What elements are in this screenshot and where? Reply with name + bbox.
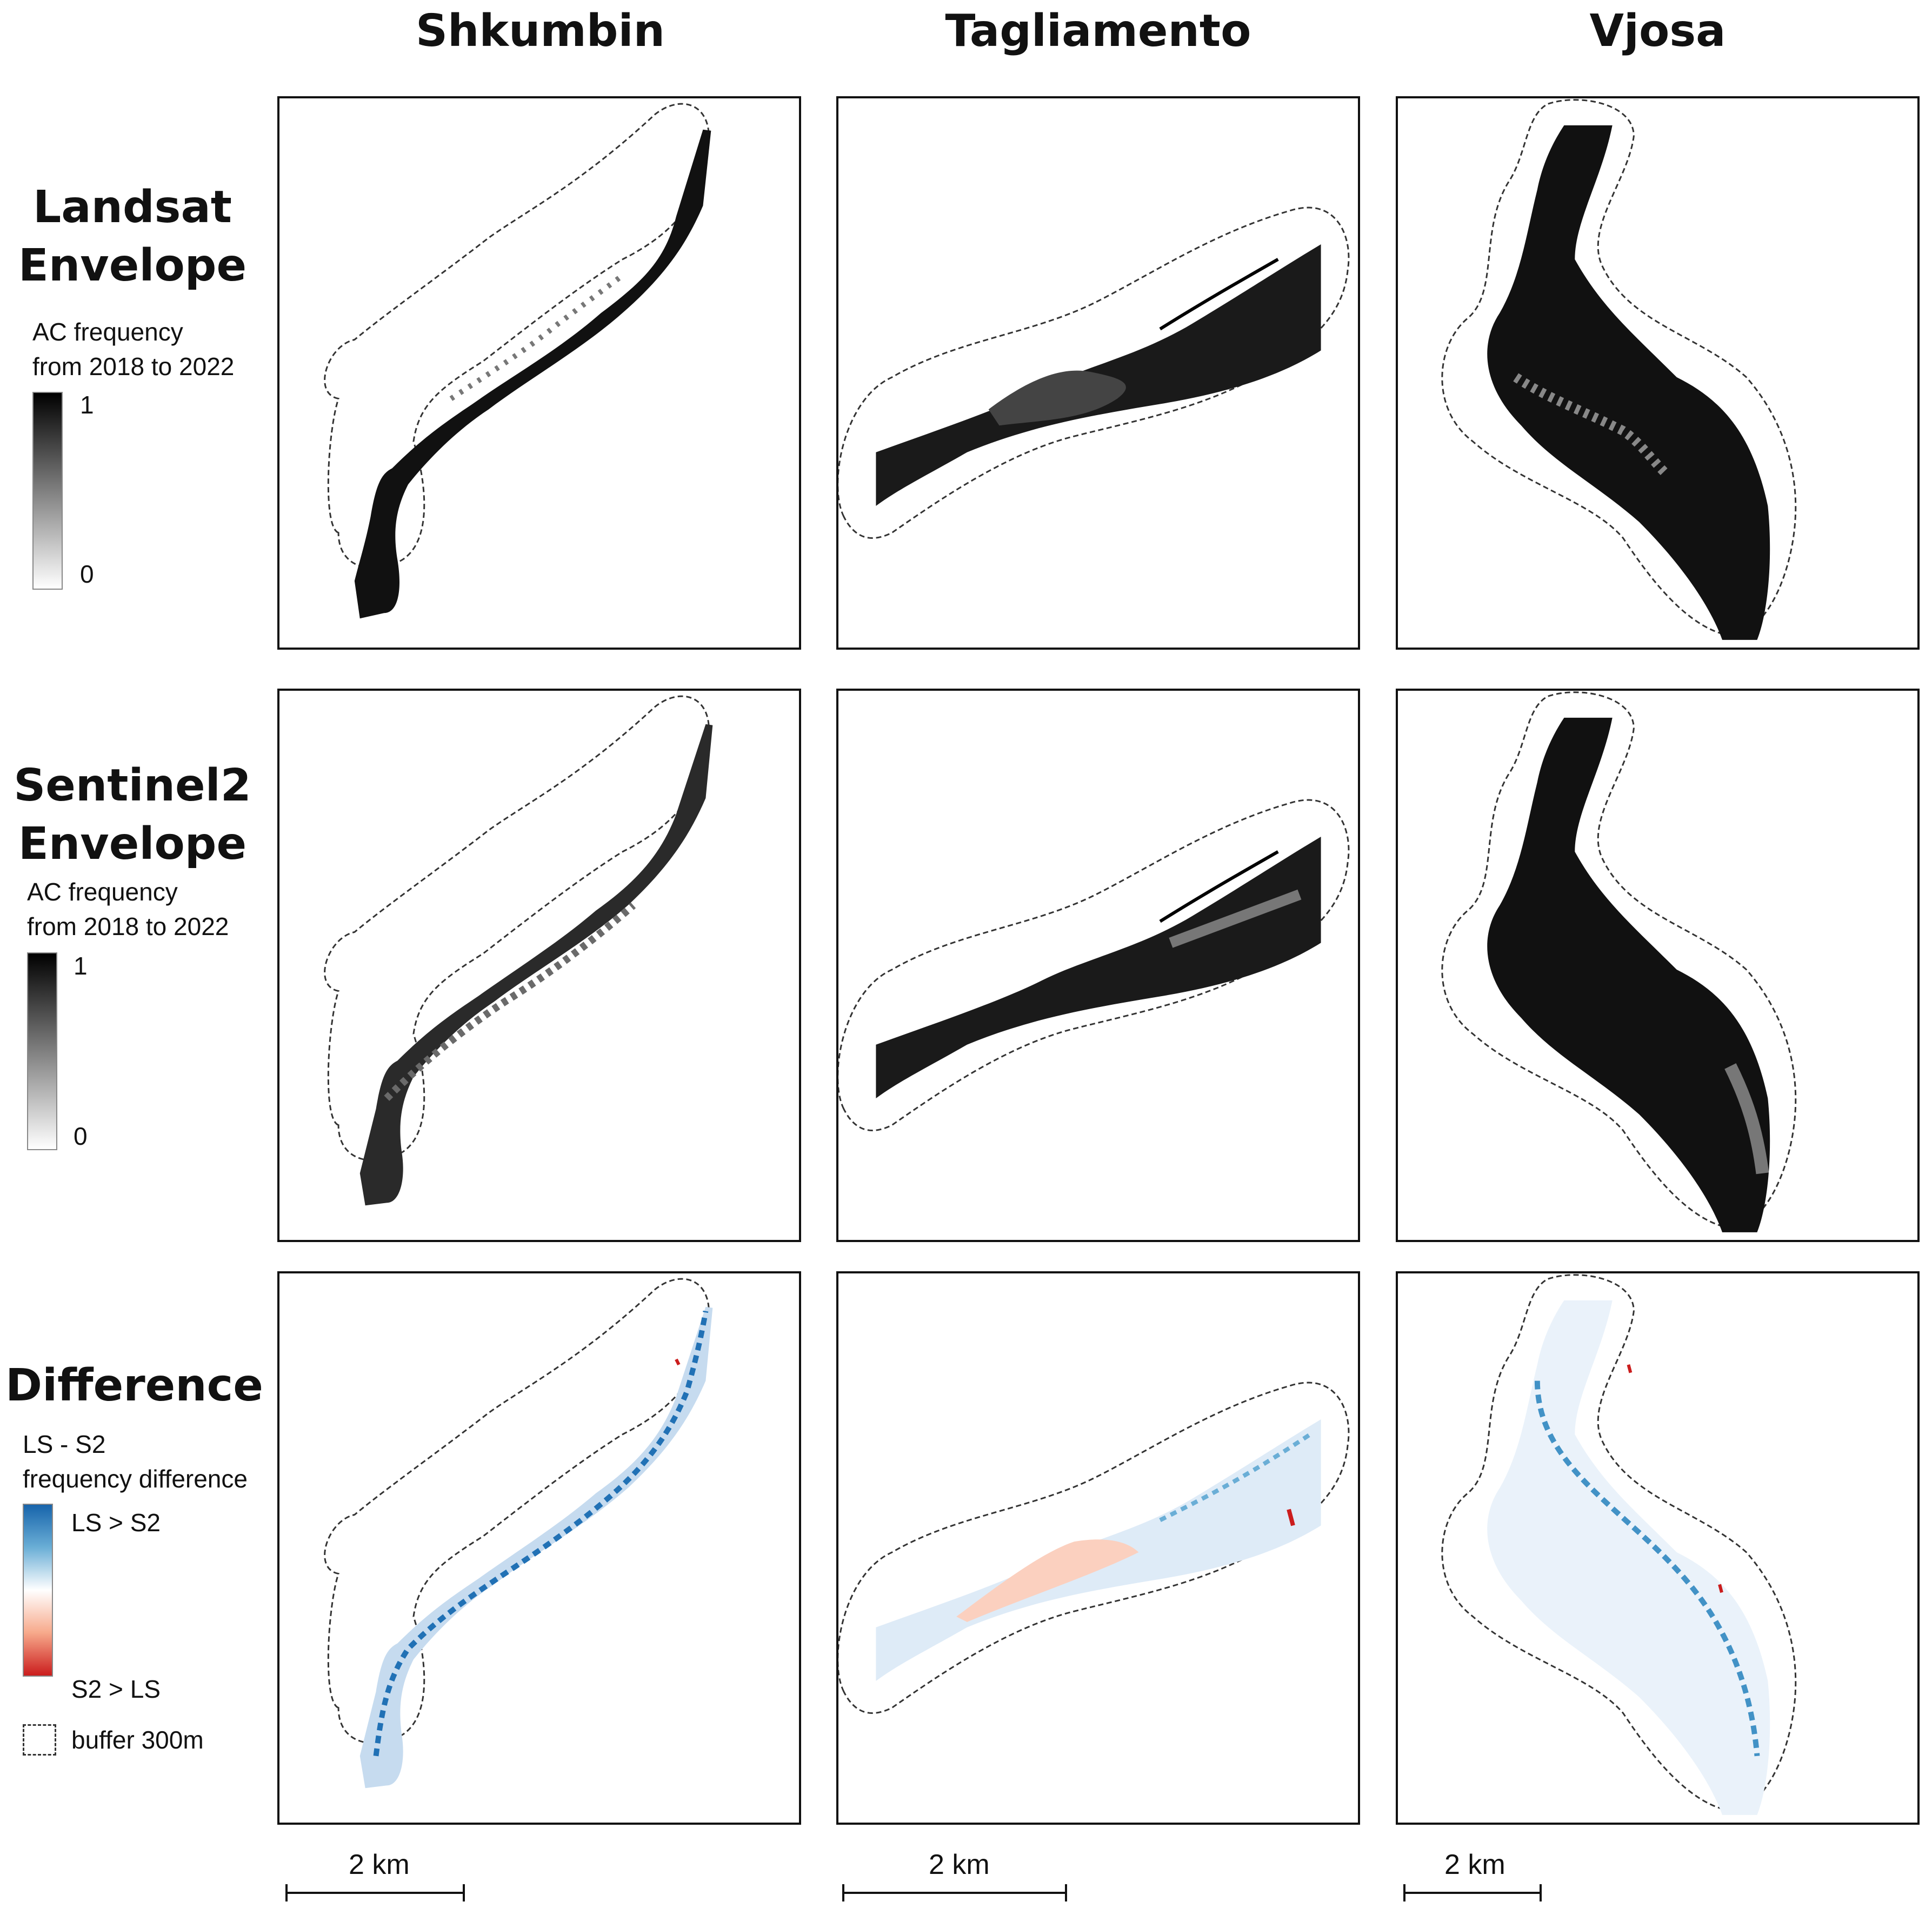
row-title-landsat: Landsat Envelope <box>5 178 259 295</box>
river-side-channels <box>1513 373 1670 477</box>
scalebar-tagliamento <box>842 1884 1067 1901</box>
map-landsat-shkumbin-svg <box>324 103 711 619</box>
landsat-color-ramp <box>32 392 63 590</box>
column-title-shkumbin: Shkumbin <box>416 5 665 57</box>
difference-legend-line2: frequency difference <box>23 1465 248 1493</box>
river-envelope <box>354 129 711 619</box>
sentinel2-legend-line1: AC frequency <box>27 878 178 906</box>
difference-s2-greater <box>675 1358 681 1366</box>
landsat-ramp-max: 1 <box>80 391 94 419</box>
scalebar-vjosa-label: 2 km <box>1444 1849 1505 1880</box>
difference-s2-greater <box>1287 1509 1295 1526</box>
map-difference-tagliamento-svg <box>838 1382 1350 1714</box>
buffer-legend-swatch <box>23 1724 56 1756</box>
scalebar-shkumbin-label: 2 km <box>349 1849 410 1880</box>
river-gray-area <box>988 370 1126 426</box>
buffer-outline <box>838 206 1350 539</box>
difference-ramp-top: LS > S2 <box>71 1509 161 1537</box>
river-envelope <box>359 724 713 1206</box>
difference-ls-greater <box>1534 1380 1760 1757</box>
river-fringe <box>449 273 624 401</box>
row-title-sentinel2: Sentinel2 Envelope <box>5 757 259 873</box>
map-difference-vjosa-svg <box>1441 1274 1797 1815</box>
difference-ls-greater <box>1159 1432 1311 1522</box>
sentinel2-color-ramp <box>27 952 57 1150</box>
difference-ramp-bottom: S2 > LS <box>71 1675 161 1703</box>
difference-legend-title: LS - S2 frequency difference <box>23 1427 248 1496</box>
map-sentinel2-vjosa <box>1396 689 1920 1242</box>
difference-color-ramp <box>23 1504 53 1677</box>
difference-s2-greater-area <box>956 1539 1139 1622</box>
river-tributary <box>1159 258 1279 331</box>
row-title-sentinel2-line1: Sentinel2 <box>14 760 251 811</box>
scalebar-tagliamento-label: 2 km <box>929 1849 990 1880</box>
row-title-landsat-line2: Envelope <box>18 240 247 291</box>
buffer-legend-label: buffer 300m <box>71 1726 204 1754</box>
difference-legend-line1: LS - S2 <box>23 1430 106 1458</box>
map-sentinel2-tagliamento-svg <box>838 799 1350 1131</box>
river-fringe <box>384 902 636 1101</box>
difference-s2-greater <box>1627 1364 1723 1593</box>
row-title-landsat-line1: Landsat <box>33 182 232 233</box>
map-landsat-vjosa-svg <box>1441 99 1797 640</box>
river-tributary <box>1159 850 1279 923</box>
sentinel2-ramp-max: 1 <box>74 952 88 980</box>
landsat-legend-line1: AC frequency <box>32 318 183 346</box>
sentinel2-ramp-min: 0 <box>74 1122 88 1150</box>
river-envelope <box>1487 125 1770 640</box>
river-gray-fringe <box>1724 1063 1769 1175</box>
row-title-sentinel2-line2: Envelope <box>18 818 247 870</box>
map-sentinel2-vjosa-svg <box>1441 691 1797 1232</box>
row-title-difference: Difference <box>5 1360 263 1411</box>
difference-area <box>359 1306 713 1789</box>
scalebar-shkumbin <box>285 1884 465 1901</box>
sentinel2-legend-title: AC frequency from 2018 to 2022 <box>27 875 229 944</box>
river-envelope <box>1487 717 1770 1232</box>
difference-ls-greater <box>373 1310 709 1757</box>
map-sentinel2-shkumbin <box>277 689 801 1242</box>
map-difference-shkumbin <box>277 1271 801 1825</box>
map-landsat-vjosa <box>1396 96 1920 650</box>
column-title-vjosa: Vjosa <box>1589 5 1726 57</box>
column-title-tagliamento: Tagliamento <box>945 5 1251 57</box>
map-difference-tagliamento <box>836 1271 1360 1825</box>
map-landsat-tagliamento <box>836 96 1360 650</box>
landsat-legend-title: AC frequency from 2018 to 2022 <box>32 315 234 384</box>
scalebar-vjosa <box>1403 1884 1542 1901</box>
map-difference-vjosa <box>1396 1271 1920 1825</box>
map-landsat-shkumbin <box>277 96 801 650</box>
landsat-ramp-min: 0 <box>80 560 94 588</box>
sentinel2-legend-line2: from 2018 to 2022 <box>27 912 229 940</box>
landsat-legend-line2: from 2018 to 2022 <box>32 352 235 381</box>
buffer-outline <box>838 1382 1350 1714</box>
buffer-outline <box>838 799 1350 1131</box>
river-envelope <box>876 836 1321 1098</box>
map-sentinel2-tagliamento <box>836 689 1360 1242</box>
difference-area <box>1487 1300 1770 1815</box>
map-sentinel2-shkumbin-svg <box>324 695 713 1206</box>
river-gray-fringe <box>1169 889 1302 948</box>
map-difference-shkumbin-svg <box>324 1278 713 1789</box>
map-landsat-tagliamento-svg <box>838 206 1350 539</box>
